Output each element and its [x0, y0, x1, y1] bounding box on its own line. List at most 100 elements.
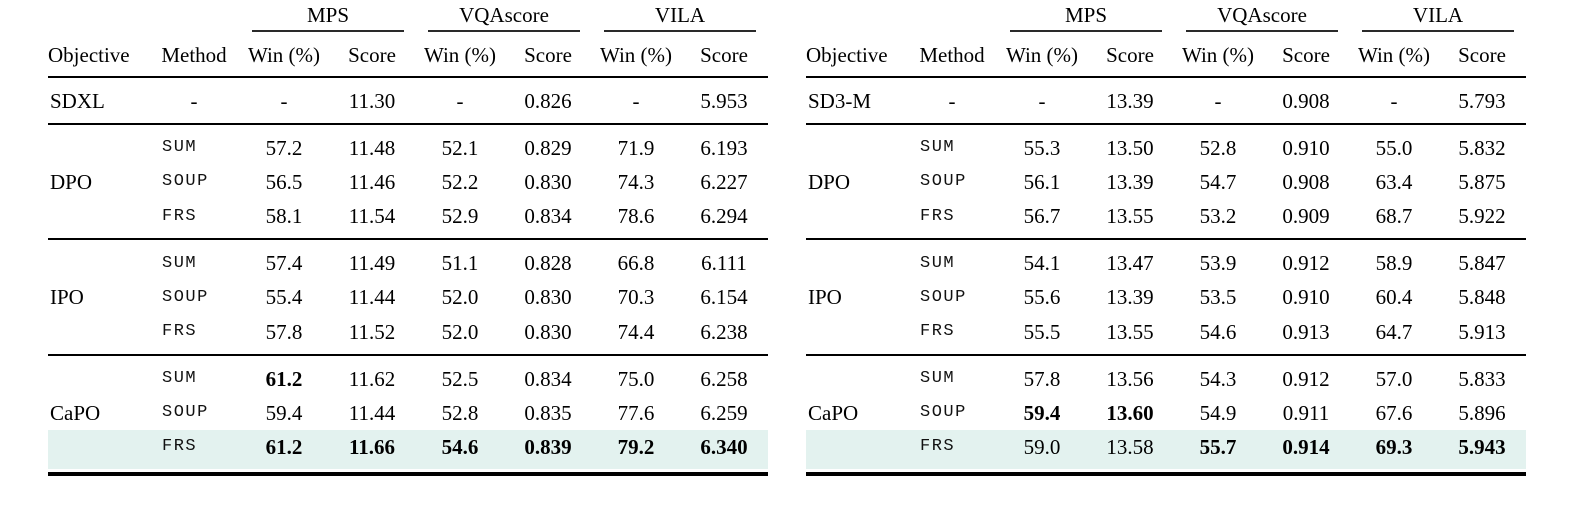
method-cell: SOUP [162, 287, 209, 307]
value-cell: 0.914 [1262, 430, 1350, 473]
value-cell: 57.4 [240, 238, 328, 281]
metric-group-header: VILA [592, 2, 768, 32]
value-cell: 56.1 [1023, 170, 1061, 195]
value-cell: 54.1 [998, 238, 1086, 281]
cmidrule [604, 30, 756, 32]
value-cell: 55.3 [998, 122, 1086, 166]
value-cell: 57.0 [1350, 353, 1438, 396]
data-row: CaPO SOUP 59.4 13.60 54.9 0.911 67.6 5.896 [806, 396, 1526, 430]
value-cell: 57.2 [240, 122, 328, 166]
value-cell: 0.830 [524, 285, 572, 310]
value-cell: 52.8 [441, 400, 479, 425]
metric-group-header: VILA [1350, 2, 1526, 32]
value-cell: 63.4 [1375, 170, 1413, 195]
value-cell: 6.294 [700, 204, 748, 229]
baseline-method: - [190, 88, 198, 113]
objective-cell: DPO [50, 170, 93, 195]
data-row: SUM 57.2 11.48 52.1 0.829 71.9 6.193 [48, 122, 768, 166]
value-cell: 58.1 [265, 204, 303, 229]
value-cell: 6.227 [700, 170, 748, 195]
metric-group-label: VILA [1412, 3, 1464, 27]
value-cell: 13.39 [1106, 170, 1154, 195]
objective-cell: CaPO [808, 400, 859, 425]
baseline-value: 0.826 [524, 88, 572, 113]
value-cell: 0.913 [1282, 319, 1330, 344]
value-cell: 0.829 [504, 122, 592, 166]
value-cell: 6.154 [700, 285, 748, 310]
results-table-sdxl: MPS VQAscore VILA Objective Method Win (%) Sco… [48, 2, 768, 477]
data-row: SUM 57.4 11.49 51.1 0.828 66.8 6.111 [48, 238, 768, 281]
value-cell: 74.3 [617, 170, 655, 195]
value-cell: 13.55 [1106, 319, 1154, 344]
metric-header-row: MPS VQAscore VILA [806, 2, 1526, 32]
metric-group-header: VQAscore [416, 2, 592, 32]
value-cell: 5.832 [1438, 122, 1526, 166]
value-cell: 0.834 [504, 353, 592, 396]
value-cell: 61.2 [240, 430, 328, 473]
value-cell: 11.49 [328, 238, 416, 281]
objective-cell: IPO [808, 285, 842, 310]
objective-cell [48, 353, 148, 396]
data-row: FRS 61.2 11.66 54.6 0.839 79.2 6.340 [48, 430, 768, 473]
value-cell: 13.58 [1086, 430, 1174, 473]
data-row: IPO SOUP 55.6 13.39 53.5 0.910 60.4 5.848 [806, 280, 1526, 314]
data-row: IPO SOUP 55.4 11.44 52.0 0.830 70.3 6.154 [48, 280, 768, 314]
value-cell: 55.5 [1023, 319, 1061, 344]
value-cell: 57.8 [265, 319, 303, 344]
win-header: Win (%) [416, 31, 504, 78]
method-header: Method [906, 31, 998, 78]
value-cell: 51.1 [416, 238, 504, 281]
win-header: Win (%) [1350, 31, 1438, 78]
score-header: Score [680, 31, 768, 78]
metric-group-label: VILA [654, 3, 706, 27]
metric-group-label: VQAscore [1217, 3, 1307, 27]
objective-cell [806, 315, 906, 355]
baseline-value: 0.908 [1282, 88, 1330, 113]
method-cell: SOUP [920, 172, 967, 192]
data-row: SUM 55.3 13.50 52.8 0.910 55.0 5.832 [806, 122, 1526, 166]
method-cell: SUM [148, 122, 240, 166]
value-cell: 53.2 [1199, 204, 1237, 229]
value-cell: 71.9 [592, 122, 680, 166]
value-cell: 70.3 [617, 285, 655, 310]
value-cell: 55.4 [265, 285, 303, 310]
value-cell: 56.5 [265, 170, 303, 195]
baseline-value: - [1038, 88, 1046, 113]
value-cell: 74.4 [617, 319, 655, 344]
metric-group-header: MPS [998, 2, 1174, 32]
value-cell: 77.6 [617, 400, 655, 425]
value-cell: 13.56 [1086, 353, 1174, 396]
value-cell: 0.910 [1282, 285, 1330, 310]
value-cell: 6.111 [680, 238, 768, 281]
score-header: Score [1086, 31, 1174, 78]
value-cell: 79.2 [592, 430, 680, 473]
value-cell: 0.911 [1282, 400, 1330, 425]
data-row: SUM 57.8 13.56 54.3 0.912 57.0 5.833 [806, 353, 1526, 396]
value-cell: 5.922 [1458, 204, 1506, 229]
value-cell: 0.835 [524, 400, 572, 425]
method-cell: SUM [148, 353, 240, 396]
results-table: MPS VQAscore VILA Objective Method Win (%) Sco… [806, 2, 1526, 473]
metric-group-label: MPS [1064, 3, 1108, 27]
objective-header: Objective [48, 31, 148, 78]
value-cell: 69.3 [1350, 430, 1438, 473]
data-row: FRS 55.5 13.55 54.6 0.913 64.7 5.913 [806, 315, 1526, 355]
win-header: Win (%) [592, 31, 680, 78]
objective-cell [48, 430, 148, 473]
value-cell: 52.2 [441, 170, 479, 195]
data-row: SUM 54.1 13.47 53.9 0.912 58.9 5.847 [806, 238, 1526, 281]
value-cell: 11.44 [348, 285, 396, 310]
baseline-objective: SDXL [50, 88, 105, 113]
method-cell: FRS [162, 206, 198, 226]
objective-cell [48, 122, 148, 166]
value-cell: 54.6 [1199, 319, 1237, 344]
objective-cell: IPO [50, 285, 84, 310]
value-cell: 5.848 [1458, 285, 1506, 310]
data-row: DPO SOUP 56.5 11.46 52.2 0.830 74.3 6.227 [48, 165, 768, 199]
value-cell: 52.1 [416, 122, 504, 166]
value-cell: 59.0 [998, 430, 1086, 473]
value-cell: 11.62 [328, 353, 416, 396]
value-cell: 64.7 [1375, 319, 1413, 344]
baseline-method: - [948, 88, 956, 113]
